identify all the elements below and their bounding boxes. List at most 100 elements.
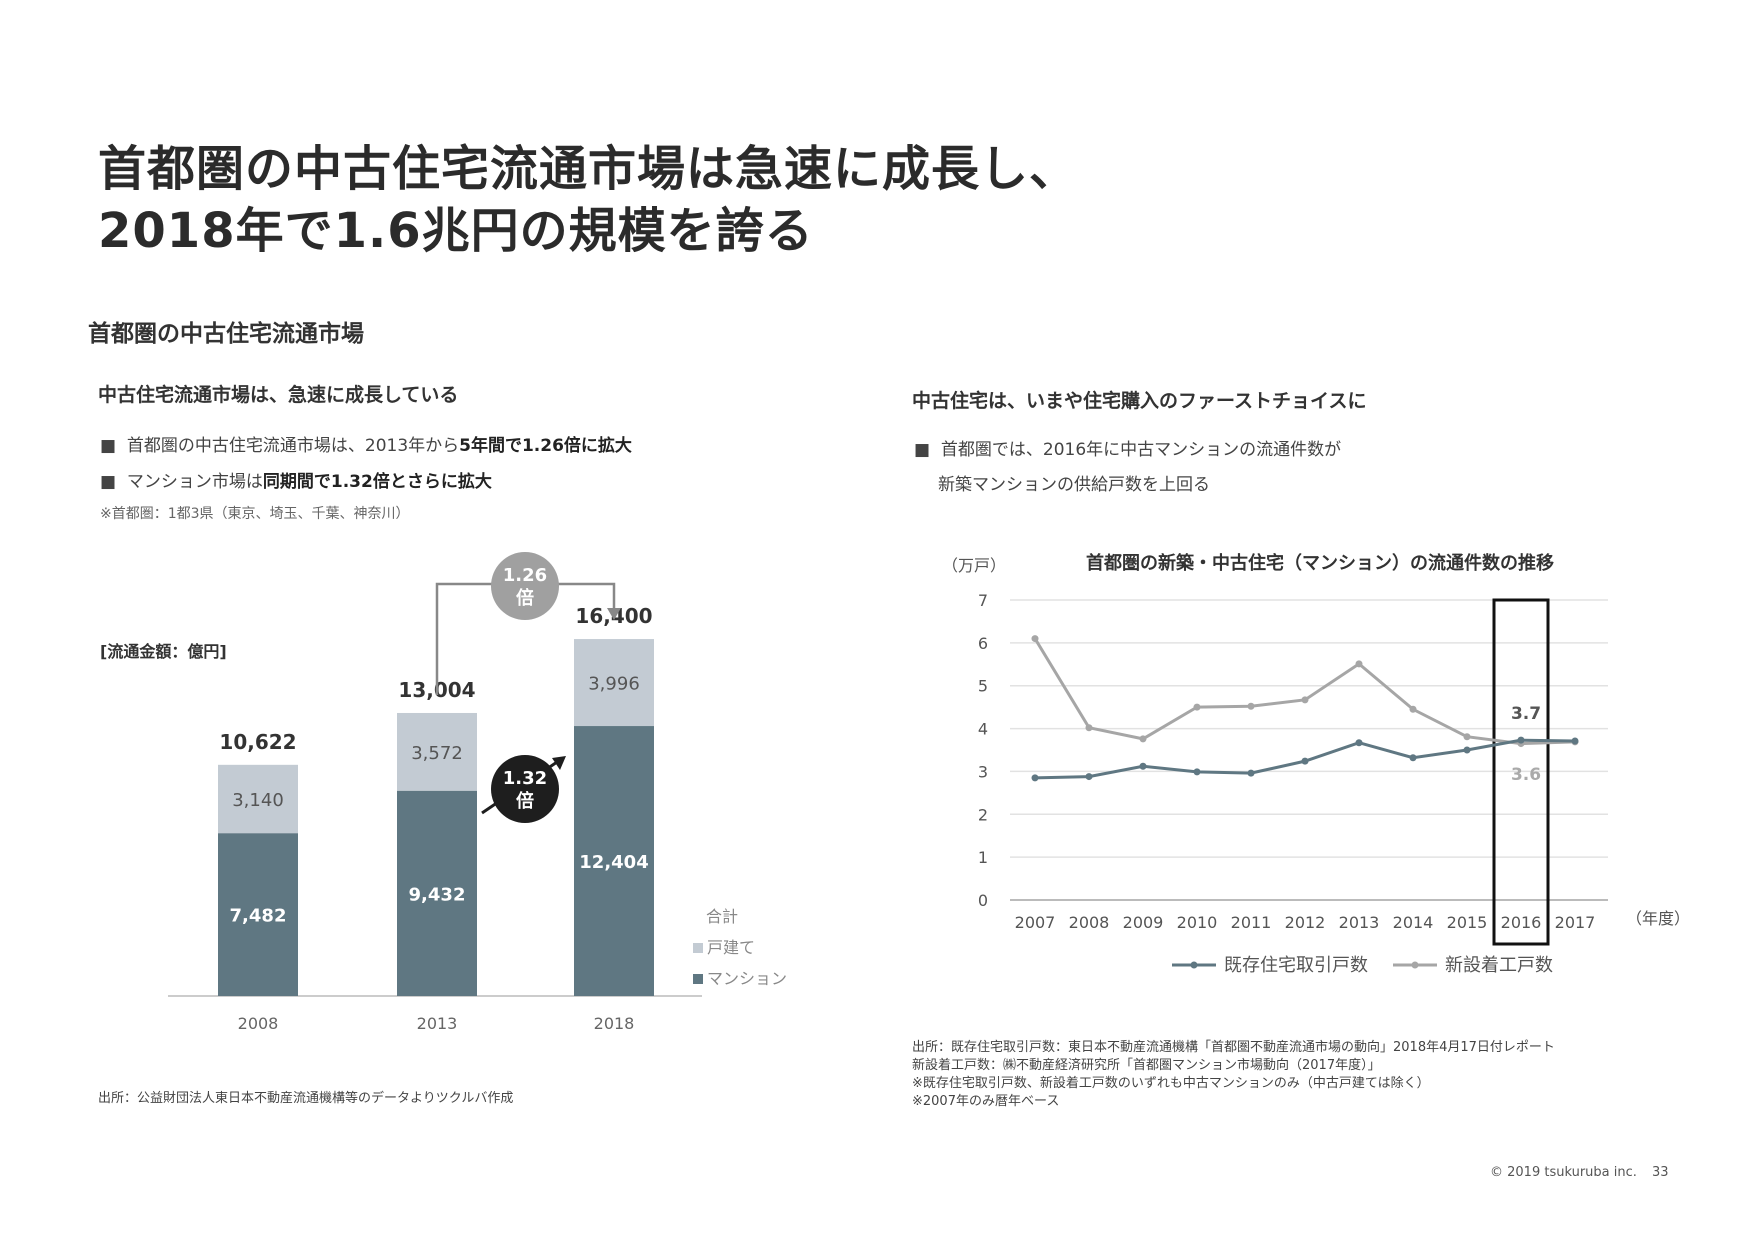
bar-mansion-label-2013: 9,432 xyxy=(409,884,466,905)
series-1-point-2015 xyxy=(1463,733,1471,741)
y-tick-1: 1 xyxy=(978,848,988,867)
x-tick-2017: 2017 xyxy=(1555,913,1596,932)
series-0-point-2017 xyxy=(1571,737,1579,745)
bar-mansion-2018 xyxy=(574,726,654,996)
series-1-point-2013 xyxy=(1355,660,1363,668)
x-tick-2015: 2015 xyxy=(1447,913,1488,932)
right-bullet: ■ 首都圏では、2016年に中古マンションの流通件数が 新築マンションの供給戸数… xyxy=(914,435,1341,495)
series-1-point-2010 xyxy=(1193,703,1201,711)
bar-detached-label-2013: 3,572 xyxy=(411,743,463,764)
left-bullet-2-bold: 同期間で1.32倍とさらに拡大 xyxy=(262,472,492,492)
y-tick-2: 2 xyxy=(978,805,988,824)
left-bullet-2-text: マンション市場は xyxy=(126,472,263,492)
right-bullet-line1: 首都圏では、2016年に中古マンションの流通件数が xyxy=(940,440,1342,460)
bar-detached-2008 xyxy=(218,764,298,834)
bar-detached-2013 xyxy=(397,712,477,791)
growth-126-unit: 倍 xyxy=(516,587,534,609)
bar-x-tick-2018: 2018 xyxy=(594,1014,635,1033)
legend-marker-0 xyxy=(1190,961,1198,969)
y-tick-0: 0 xyxy=(978,891,988,910)
right-source-1: 出所：既存住宅取引戸数：東日本不動産流通機構「首都圏不動産流通市場の動向」201… xyxy=(912,1040,1555,1055)
callout-new-value: 3.6 xyxy=(1511,765,1541,785)
footer-page-number: 33 xyxy=(1652,1165,1669,1180)
y-tick-6: 6 xyxy=(978,634,988,653)
section-title: 首都圏の中古住宅流通市場 xyxy=(88,321,364,347)
legend-marker-1 xyxy=(1411,961,1419,969)
series-0-point-2012 xyxy=(1301,757,1309,765)
arrow-up-right-icon xyxy=(552,756,566,770)
highlight-2016-box xyxy=(1492,598,1550,946)
right-source-2: 新設着工戸数：㈱不動産経済研究所「首都圏マンション市場動向（2017年度）」 xyxy=(912,1058,1381,1073)
x-tick-2010: 2010 xyxy=(1177,913,1218,932)
x-tick-2007: 2007 xyxy=(1015,913,1056,932)
x-tick-2014: 2014 xyxy=(1393,913,1434,932)
y-axis-unit: （万戸） xyxy=(942,556,1006,575)
bullet-square-icon: ■ xyxy=(100,472,127,492)
bar-detached-label-2008: 3,140 xyxy=(232,790,284,811)
page-title-line2: 2018年で1.6兆円の規模を誇る xyxy=(98,203,814,259)
series-0-point-2014 xyxy=(1409,754,1417,762)
page-title-line1: 首都圏の中古住宅流通市場は急速に成長し、 xyxy=(98,141,1079,197)
bar-mansion-2008 xyxy=(218,833,298,996)
series-1-point-2007 xyxy=(1031,635,1039,643)
bar-layer: 7,4823,14010,62220089,4323,57213,0042013… xyxy=(168,604,702,1033)
bullet-square-icon: ■ xyxy=(914,440,941,460)
left-note: ※首都圏：1都3県（東京、埼玉、千葉、神奈川） xyxy=(100,506,410,522)
y-tick-5: 5 xyxy=(978,677,988,696)
left-bullet-1-bold: 5年間で1.26倍に拡大 xyxy=(459,436,632,456)
legend-mansion-swatch xyxy=(693,974,703,984)
right-heading: 中古住宅は、いまや住宅購入のファーストチョイスに xyxy=(912,390,1367,412)
legend-detached: 戸建て xyxy=(707,938,755,957)
legend-detached-swatch xyxy=(693,943,703,953)
series-1-point-2008 xyxy=(1085,724,1093,732)
x-axis-unit: （年度） xyxy=(1626,909,1680,928)
left-bullet-2: ■ マンション市場は同期間で1.32倍とさらに拡大 xyxy=(100,467,492,492)
legend-mansion: マンション xyxy=(707,969,787,988)
bar-mansion-label-2018: 12,404 xyxy=(579,852,648,873)
series-0-point-2013 xyxy=(1355,739,1363,747)
growth-132-unit: 倍 xyxy=(516,790,534,812)
bar-total-label-2008: 10,622 xyxy=(219,730,296,754)
series-0-point-2016 xyxy=(1517,736,1525,744)
bar-x-tick-2008: 2008 xyxy=(238,1014,279,1033)
bar-mansion-label-2008: 7,482 xyxy=(230,906,287,927)
x-tick-2009: 2009 xyxy=(1123,913,1164,932)
y-tick-3: 3 xyxy=(978,762,988,781)
bullet-square-icon: ■ xyxy=(100,436,127,456)
x-tick-2008: 2008 xyxy=(1069,913,1110,932)
series-0-point-2009 xyxy=(1139,762,1147,770)
left-source: 出所：公益財団法人東日本不動産流通機構等のデータよりツクルバ作成 xyxy=(98,1091,514,1106)
series-1-point-2011 xyxy=(1247,702,1255,710)
x-tick-2016: 2016 xyxy=(1501,913,1542,932)
bar-unit-label: [流通金額：億円] xyxy=(100,642,227,661)
series-1-point-2012 xyxy=(1301,696,1309,704)
left-heading: 中古住宅流通市場は、急速に成長している xyxy=(98,384,459,406)
series-0-point-2008 xyxy=(1085,773,1093,781)
footer-copyright: © 2019 tsukuruba inc. xyxy=(1490,1165,1637,1180)
series-0-point-2011 xyxy=(1247,769,1255,777)
left-bullet-1-text: 首都圏の中古住宅流通市場は、2013年から xyxy=(126,436,460,456)
growth-126-value: 1.26 xyxy=(503,565,547,586)
x-tick-2011: 2011 xyxy=(1231,913,1272,932)
right-source-3: ※既存住宅取引戸数、新設着工戸数のいずれも中古マンションのみ（中古戸建ては除く） xyxy=(912,1076,1430,1091)
arrow-down-icon xyxy=(607,608,621,620)
series-0-point-2010 xyxy=(1193,768,1201,776)
line-chart: （万戸） 首都圏の新築・中古住宅（マンション）の流通件数の推移 0 1 2 3 4 5 6 7… xyxy=(942,552,1680,976)
callout-existing-value: 3.7 xyxy=(1511,704,1541,724)
series-1-point-2014 xyxy=(1409,705,1417,713)
left-bullet-1: ■ 首都圏の中古住宅流通市場は、2013年から5年間で1.26倍に拡大 xyxy=(100,431,632,456)
bar-detached-2018 xyxy=(574,639,654,727)
line-chart-title: 首都圏の新築・中古住宅（マンション）の流通件数の推移 xyxy=(1086,552,1554,574)
series-1-point-2009 xyxy=(1139,735,1147,743)
bar-x-tick-2013: 2013 xyxy=(417,1014,458,1033)
y-tick-7: 7 xyxy=(978,591,988,610)
x-tick-2013: 2013 xyxy=(1339,913,1380,932)
growth-132-value: 1.32 xyxy=(503,768,547,789)
page-title: 首都圏の中古住宅流通市場は急速に成長し、 2018年で1.6兆円の規模を誇る xyxy=(98,138,1078,262)
bar-mansion-2013 xyxy=(397,790,477,996)
right-source-4: ※2007年のみ暦年ベース xyxy=(912,1094,1060,1109)
growth-126-badge xyxy=(491,552,559,620)
stacked-bar-chart: [流通金額：億円] 7,482 3,140 10,622 2008 9,432 3,572… xyxy=(100,552,787,1033)
y-tick-4: 4 xyxy=(978,720,988,739)
growth-132-badge xyxy=(491,755,559,823)
